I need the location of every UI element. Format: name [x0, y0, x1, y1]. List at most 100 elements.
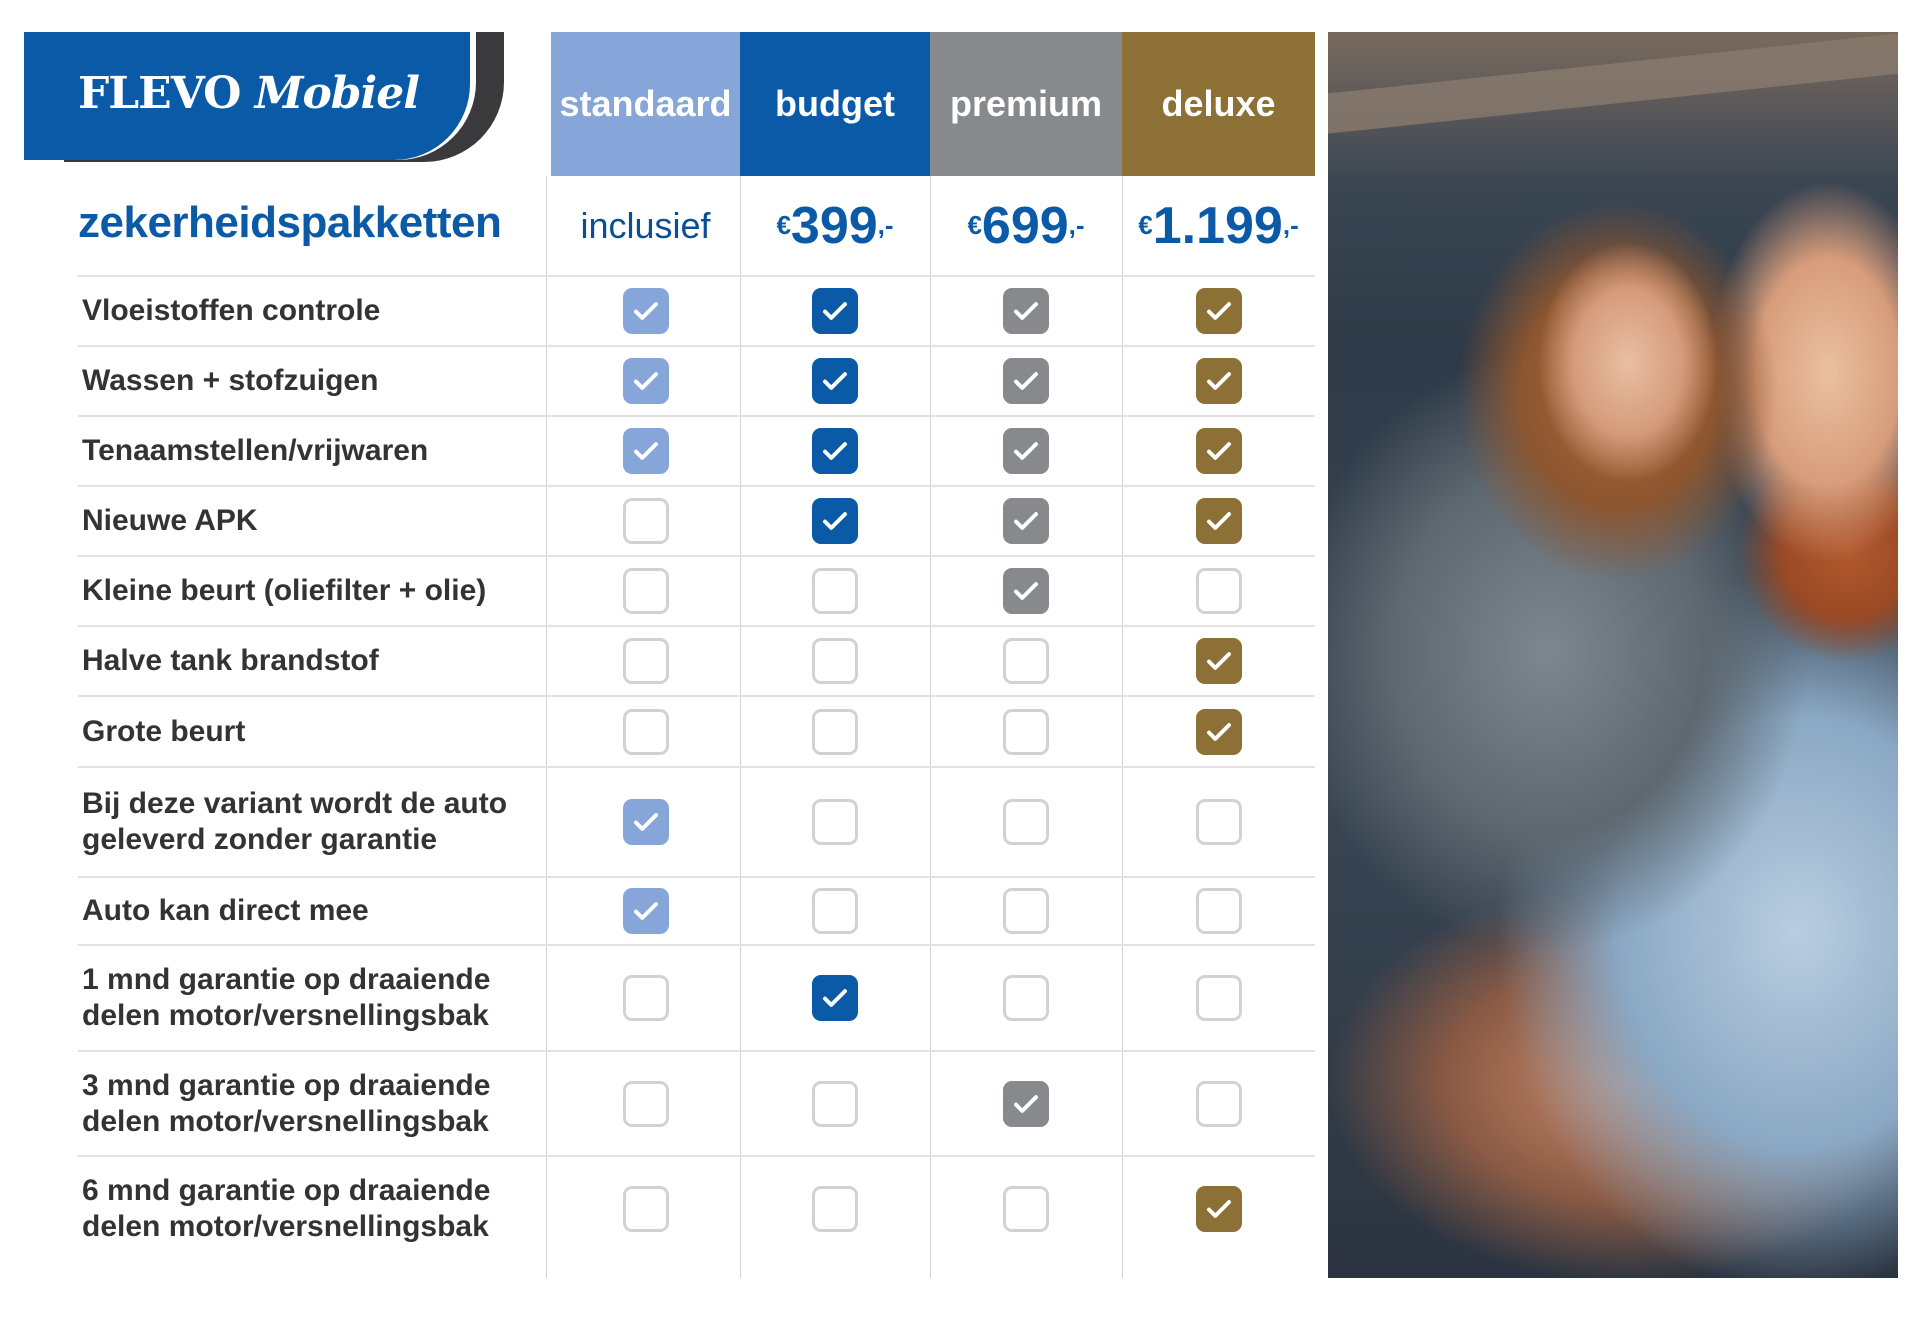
feature-row: Bij deze variant wordt de auto geleverd …	[78, 766, 1315, 876]
checkmark-icon	[1014, 442, 1038, 460]
checkmark-icon	[1014, 372, 1038, 390]
checkbox-standaard	[622, 888, 669, 934]
feature-label: Halve tank brandstof	[82, 644, 379, 677]
package-price-deluxe: €1.199 ,-	[1138, 196, 1299, 255]
checkbox-deluxe	[1195, 638, 1242, 684]
checkbox-deluxe	[1195, 498, 1242, 544]
package-header-standaard: standaard	[551, 32, 740, 176]
checkmark-icon	[823, 512, 847, 530]
checkbox-deluxe	[1195, 1185, 1242, 1232]
checkmark-icon	[823, 372, 847, 390]
checkbox-budget	[812, 498, 858, 544]
checkmark-icon	[633, 302, 658, 320]
checkbox-standaard	[622, 498, 669, 544]
checkmark-icon	[1014, 582, 1038, 600]
feature-label: Wassen + stofzuigen	[82, 364, 379, 397]
checkbox-standaard	[622, 358, 669, 404]
checkmark-icon	[1014, 1094, 1038, 1113]
feature-label: Auto kan direct mee	[82, 894, 369, 927]
checkmark-icon	[1206, 652, 1231, 670]
column-divider	[546, 176, 547, 1278]
feature-row: Halve tank brandstof	[78, 625, 1315, 695]
checkbox-premium	[1003, 1185, 1049, 1232]
checkbox-standaard	[622, 568, 669, 614]
checkmark-icon	[1206, 442, 1231, 460]
feature-label: 1 mnd garantie op draaiende delen motor/…	[82, 963, 491, 1032]
checkmark-icon	[1206, 722, 1231, 741]
package-header-deluxe: deluxe	[1122, 32, 1315, 176]
feature-row: Grote beurt	[78, 695, 1315, 766]
checkbox-premium	[1003, 975, 1049, 1021]
checkmark-icon	[1014, 302, 1038, 320]
checkbox-deluxe	[1195, 358, 1242, 404]
checkbox-deluxe	[1195, 1080, 1242, 1127]
flevo-mobiel-logo: FLEVO Mobiel	[24, 32, 504, 162]
feature-label: Grote beurt	[82, 714, 246, 748]
checkbox-standaard	[622, 708, 669, 755]
checkbox-standaard	[622, 638, 669, 684]
package-price-standaard: inclusief	[580, 204, 711, 246]
checkbox-standaard	[622, 1185, 669, 1232]
checkbox-premium	[1003, 568, 1049, 614]
column-divider	[740, 176, 741, 1278]
checkbox-budget	[812, 888, 858, 934]
checkbox-deluxe	[1195, 288, 1242, 334]
column-divider	[1122, 176, 1123, 1278]
checkbox-budget	[812, 1080, 858, 1127]
checkmark-icon	[1206, 1199, 1231, 1218]
feature-row: 6 mnd garantie op draaiende delen motor/…	[78, 1155, 1315, 1260]
checkbox-deluxe	[1195, 708, 1242, 755]
checkmark-icon	[1206, 372, 1231, 390]
checkbox-premium	[1003, 888, 1049, 934]
checkbox-premium	[1003, 428, 1049, 474]
checkbox-budget	[812, 288, 858, 334]
checkmark-icon	[1206, 512, 1231, 530]
checkbox-premium	[1003, 638, 1049, 684]
column-divider	[930, 176, 931, 1278]
checkbox-standaard	[622, 975, 669, 1021]
checkbox-premium	[1003, 799, 1049, 845]
checkbox-budget	[812, 358, 858, 404]
feature-row: Tenaamstellen/vrijwaren	[78, 415, 1315, 485]
feature-row: Wassen + stofzuigen	[78, 345, 1315, 415]
feature-row: Auto kan direct mee	[78, 876, 1315, 944]
checkbox-budget	[812, 975, 858, 1021]
feature-label: 3 mnd garantie op draaiende delen motor/…	[82, 1068, 491, 1138]
checkmark-icon	[633, 372, 658, 390]
feature-row: Vloeistoffen controle	[78, 275, 1315, 345]
feature-label: Kleine beurt (oliefilter + olie)	[82, 574, 487, 607]
feature-label: Vloeistoffen controle	[82, 294, 381, 327]
couple-in-car-photo	[1328, 32, 1898, 1278]
checkbox-premium	[1003, 708, 1049, 755]
package-price-premium: €699 ,-	[967, 196, 1085, 255]
feature-row: Kleine beurt (oliefilter + olie)	[78, 555, 1315, 625]
checkbox-budget	[812, 1185, 858, 1232]
checkmark-icon	[1206, 302, 1231, 320]
checkbox-premium	[1003, 498, 1049, 544]
checkbox-standaard	[622, 1080, 669, 1127]
checkmark-icon	[633, 902, 658, 920]
checkbox-standaard	[622, 428, 669, 474]
checkbox-deluxe	[1195, 428, 1242, 474]
package-header-budget: budget	[740, 32, 930, 176]
checkbox-premium	[1003, 1080, 1049, 1127]
feature-label: Bij deze variant wordt de auto geleverd …	[82, 787, 508, 856]
package-price-budget: €399 ,-	[776, 196, 894, 255]
feature-label: Nieuwe APK	[82, 504, 258, 537]
checkbox-standaard	[622, 288, 669, 334]
feature-row: 3 mnd garantie op draaiende delen motor/…	[78, 1050, 1315, 1155]
checkmark-icon	[633, 813, 658, 831]
checkbox-budget	[812, 568, 858, 614]
checkbox-deluxe	[1195, 799, 1242, 845]
checkmark-icon	[823, 989, 847, 1007]
feature-label: Tenaamstellen/vrijwaren	[82, 434, 429, 467]
checkmark-icon	[823, 302, 847, 320]
checkbox-deluxe	[1195, 888, 1242, 934]
checkmark-icon	[633, 442, 658, 460]
checkbox-budget	[812, 708, 858, 755]
checkbox-budget	[812, 799, 858, 845]
checkbox-budget	[812, 428, 858, 474]
checkbox-standaard	[622, 799, 669, 845]
feature-row: 1 mnd garantie op draaiende delen motor/…	[78, 944, 1315, 1050]
checkbox-budget	[812, 638, 858, 684]
